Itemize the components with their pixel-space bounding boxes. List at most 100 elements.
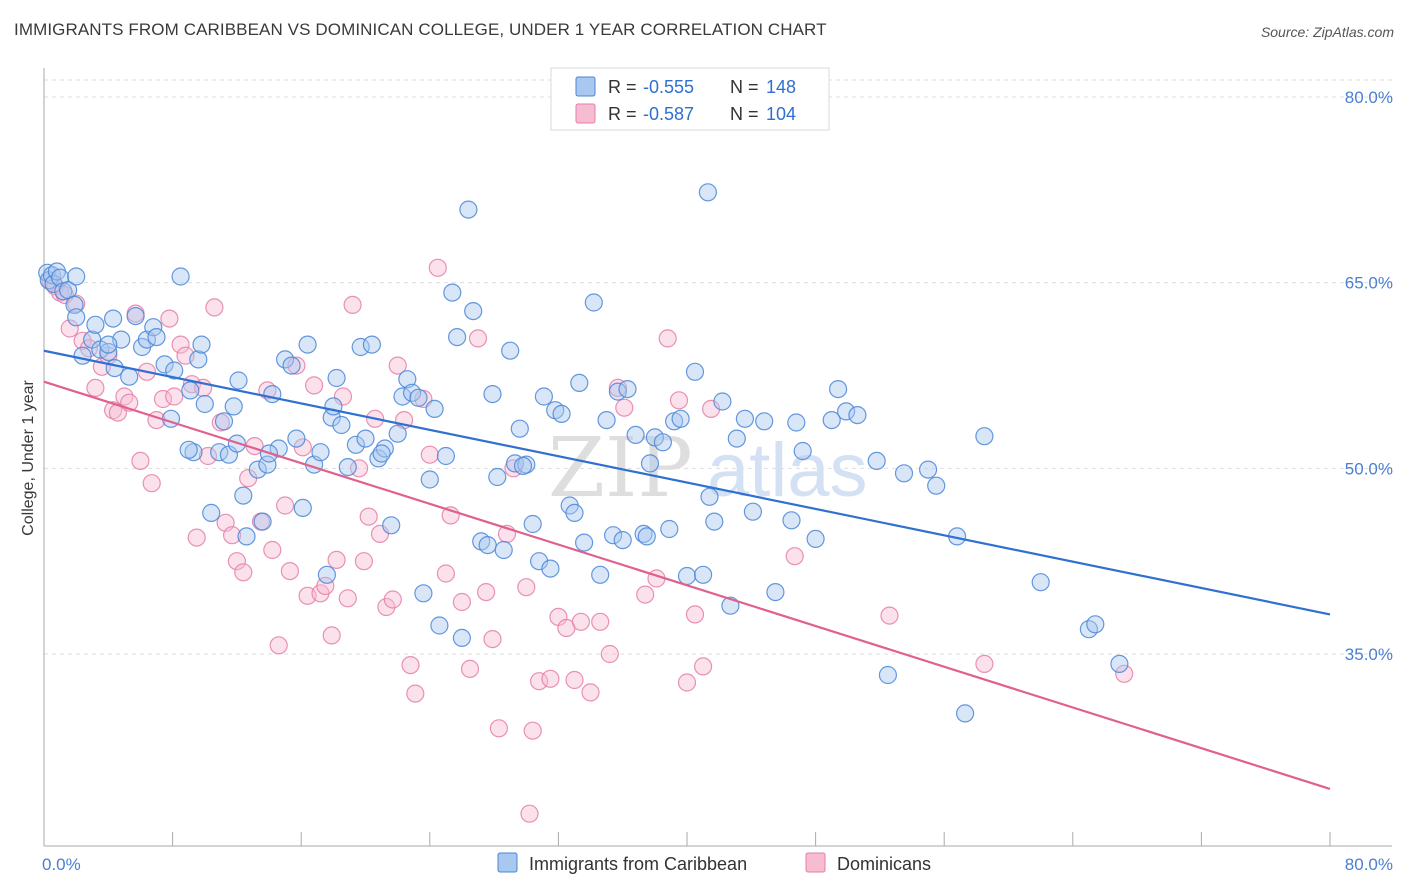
dominicans-point-70 (452, 592, 471, 612)
caribbean-point-71 (420, 470, 439, 489)
dominicans-point-72 (468, 329, 488, 348)
caribbean-point-104 (613, 530, 632, 550)
legend-n-value-caribbean: 148 (766, 77, 796, 97)
y-tick-labels: 35.0% 50.0% 65.0% 80.0% (1345, 88, 1393, 664)
dominicans-point-16 (131, 451, 150, 470)
dominicans-point-43 (287, 356, 306, 375)
dominicans-point-63 (401, 655, 420, 675)
caribbean-point-14 (99, 342, 118, 362)
caribbean-trend-line (43, 349, 1331, 616)
dominicans-point-41 (276, 496, 295, 515)
caribbean-point-42 (253, 512, 272, 531)
bottom-legend-swatch-caribbean (497, 852, 518, 873)
caribbean-point-114 (677, 566, 697, 586)
dominicans-point-13 (115, 387, 134, 406)
caribbean-point-32 (195, 394, 214, 414)
caribbean-point-72 (425, 399, 444, 418)
legend-box (550, 67, 830, 131)
caribbean-point-85 (501, 341, 520, 360)
dominicans-point-64 (406, 684, 425, 703)
dominicans-point-28 (198, 446, 218, 466)
dominicans-point-85 (571, 612, 591, 631)
caribbean-point-127 (787, 413, 806, 432)
caribbean-point-105 (618, 380, 637, 399)
caribbean-point-130 (822, 411, 841, 430)
dominicans-point-79 (523, 721, 542, 740)
caribbean-point-26 (165, 361, 184, 380)
caribbean-point-125 (766, 582, 785, 602)
caribbean-point-97 (570, 373, 589, 392)
dominicans-point-68 (436, 564, 455, 583)
caribbean-point-154 (99, 335, 118, 354)
caribbean-point-53 (317, 565, 336, 584)
dominicans-point-18 (142, 474, 161, 493)
caribbean-point-28 (181, 381, 200, 400)
caribbean-point-35 (214, 412, 234, 431)
dominicans-point-103 (520, 804, 539, 823)
caribbean-point-87 (510, 419, 529, 438)
caribbean-point-98 (574, 533, 594, 552)
caribbean-point-12 (86, 315, 105, 334)
legend-swatch-caribbean (575, 76, 596, 97)
caribbean-point-62 (369, 449, 388, 468)
caribbean-point-81 (478, 535, 497, 555)
caribbean-point-152 (513, 456, 533, 475)
caribbean-point-128 (793, 441, 812, 461)
caribbean-point-75 (443, 283, 462, 302)
dominicans-point-86 (581, 683, 600, 702)
caribbean-point-118 (705, 512, 724, 531)
caribbean-point-50 (298, 335, 317, 354)
caribbean-point-38 (229, 371, 248, 390)
caribbean-point-44 (263, 385, 282, 404)
dominicans-point-87 (591, 612, 610, 631)
caribbean-point-141 (975, 427, 994, 446)
dominicans-point-97 (693, 657, 713, 676)
y-tick-label-65: 65.0% (1345, 274, 1393, 293)
dominicans-point-34 (234, 563, 253, 582)
dominicans-point-67 (428, 258, 447, 277)
dominicans-points (41, 258, 1134, 823)
dominicans-point-39 (263, 540, 282, 560)
dominicans-point-60 (383, 590, 402, 609)
series-legend: Immigrants from Caribbean Dominicans (497, 852, 931, 874)
caribbean-point-27 (171, 267, 190, 286)
caribbean-point-94 (552, 404, 571, 423)
caribbean-point-39 (234, 486, 253, 505)
caribbean-point-41 (248, 460, 267, 479)
caribbean-point-116 (693, 565, 713, 584)
caribbean-point-60 (356, 429, 375, 448)
caribbean-point-65 (388, 424, 407, 443)
dominicans-point-50 (327, 550, 346, 570)
watermark-atlas: atlas (707, 428, 868, 513)
correlation-legend: R = -0.555 N = 148 R = -0.587 N = 104 (550, 67, 830, 131)
trend-lines (43, 349, 1331, 790)
caribbean-point-115 (685, 362, 705, 381)
caribbean-point-15 (103, 309, 123, 328)
caribbean-point-30 (189, 350, 208, 369)
bottom-legend-label-dominicans: Dominicans (837, 854, 931, 874)
dominicans-point-80 (529, 672, 549, 691)
caribbean-point-19 (126, 307, 145, 326)
dominicans-point-98 (701, 399, 721, 418)
legend-n-value-dominicans: 104 (766, 104, 796, 124)
caribbean-point-33 (202, 503, 221, 523)
caribbean-point-37 (224, 397, 243, 416)
legend-r-value-dominicans: -0.587 (643, 104, 694, 124)
dominicans-point-52 (338, 589, 357, 608)
caribbean-point-131 (828, 380, 848, 399)
dominicans-point-61 (388, 356, 407, 375)
dominicans-point-102 (1115, 664, 1134, 683)
dominicans-point-59 (377, 597, 396, 617)
caribbean-point-117 (700, 487, 719, 506)
dominicans-point-6 (73, 331, 92, 350)
dominicans-point-100 (880, 606, 899, 625)
caribbean-point-99 (584, 293, 603, 312)
caribbean-point-76 (448, 328, 467, 347)
caribbean-point-40 (237, 527, 256, 546)
dominicans-point-101 (975, 654, 994, 674)
caribbean-point-92 (541, 559, 560, 578)
dominicans-point-91 (636, 585, 655, 604)
caribbean-point-18 (120, 367, 139, 386)
caribbean-point-113 (671, 409, 690, 428)
caribbean-point-100 (591, 565, 610, 584)
